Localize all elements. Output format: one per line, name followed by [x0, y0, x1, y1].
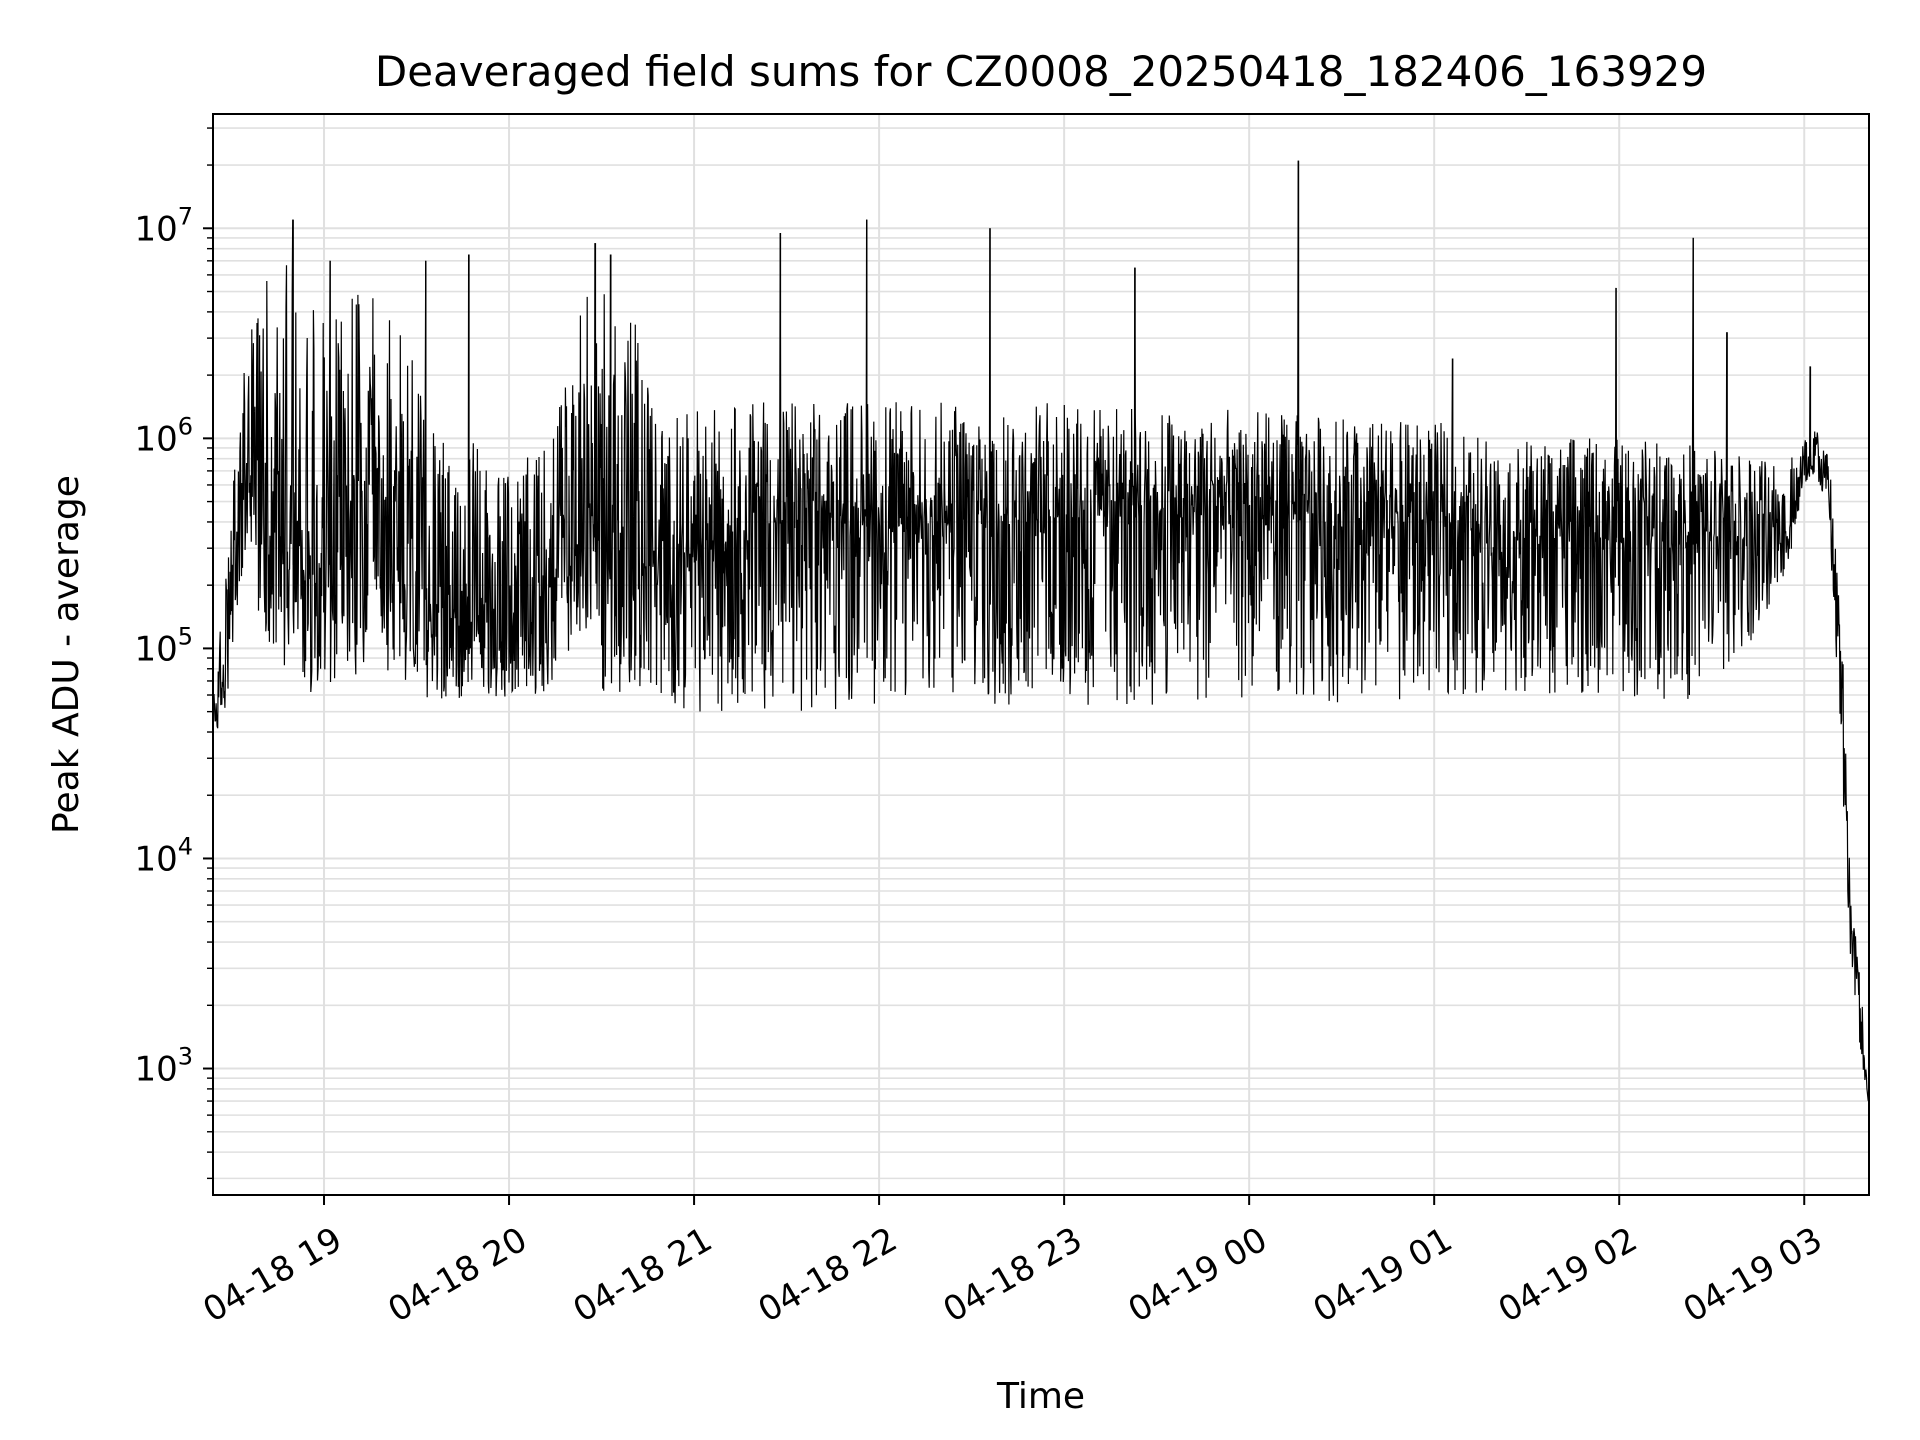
plot-frame — [212, 113, 1870, 1196]
y-tick-label: 107 — [134, 202, 193, 249]
x-axis-label: Time — [996, 1376, 1085, 1417]
series-line — [212, 160, 1870, 1102]
chart-title: Deaveraged field sums for CZ0008_2025041… — [375, 47, 1707, 96]
y-tick-label: 103 — [134, 1043, 193, 1090]
data-layer — [212, 160, 1870, 1102]
y-tick-label: 106 — [134, 412, 193, 459]
y-tick-label: 104 — [134, 832, 193, 879]
y-tick-label: 105 — [134, 622, 193, 669]
grid-lines — [213, 114, 1869, 1195]
y-axis-label: Peak ADU - average — [46, 475, 87, 834]
